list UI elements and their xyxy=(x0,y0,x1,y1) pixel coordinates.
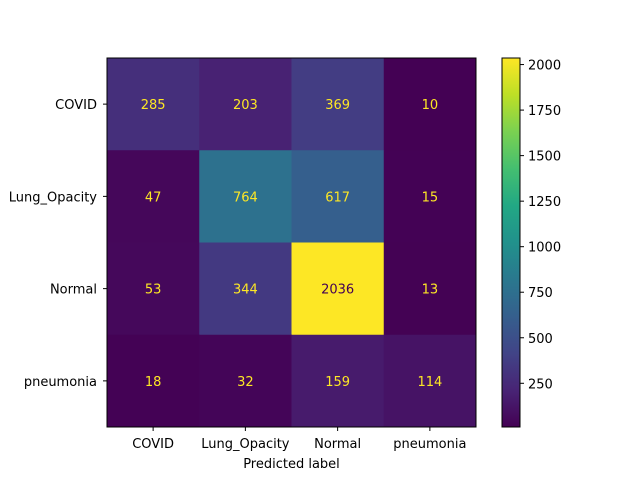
heatmap-cell xyxy=(383,334,477,428)
plot-frame xyxy=(106,57,477,428)
heatmap-cell xyxy=(199,242,292,336)
heatmap-cell xyxy=(107,242,200,336)
y-tick-label: pneumonia xyxy=(24,375,97,390)
cell-value-label: 285 xyxy=(141,98,166,113)
cell-value-label: 344 xyxy=(233,283,258,298)
heatmap-cell xyxy=(291,58,385,151)
colorbar-tick-label: 250 xyxy=(528,377,553,392)
y-tick-label: Normal xyxy=(50,283,97,298)
heatmap-cell xyxy=(383,242,477,336)
heatmap-cell xyxy=(291,150,385,243)
cell-value-label: 13 xyxy=(422,283,439,298)
x-tick-label: Normal xyxy=(314,437,361,452)
colorbar-tick-label: 2000 xyxy=(528,59,561,74)
heatmap-cell xyxy=(199,334,292,428)
colorbar-tick-label: 1750 xyxy=(528,104,561,119)
colorbar xyxy=(501,57,521,428)
x-axis-ticks: COVID Lung_Opacity Normal pneumonia xyxy=(132,427,466,452)
cell-value-label: 32 xyxy=(237,375,254,390)
heatmap-cells: 285 203 369 10 47 764 617 15 53 344 2036 13 18 32 159 1… xyxy=(107,58,477,428)
cell-value-label: 203 xyxy=(233,98,258,113)
cell-value-label: 2036 xyxy=(321,283,354,298)
cell-value-label: 15 xyxy=(422,190,439,205)
heatmap-cell xyxy=(107,58,200,151)
y-axis-ticks: COVID Lung_Opacity Normal pneumonia xyxy=(9,98,107,390)
cell-value-label: 114 xyxy=(417,375,442,390)
cell-value-label: 159 xyxy=(325,375,350,390)
x-tick-label: Lung_Opacity xyxy=(201,437,290,452)
heatmap-cell xyxy=(291,334,385,428)
cell-value-label: 764 xyxy=(233,190,258,205)
colorbar-tick-label: 1500 xyxy=(528,150,561,165)
colorbar-tick-label: 1250 xyxy=(528,195,561,210)
colorbar-tick-label: 500 xyxy=(528,332,553,347)
cell-value-label: 18 xyxy=(145,375,162,390)
heatmap-cell xyxy=(383,150,477,243)
cell-value-label: 10 xyxy=(422,98,439,113)
x-tick-label: pneumonia xyxy=(393,437,466,452)
y-tick-label: Lung_Opacity xyxy=(9,190,98,205)
heatmap-cell xyxy=(383,58,477,151)
cell-value-label: 369 xyxy=(325,98,350,113)
heatmap-cell xyxy=(199,58,292,151)
cell-value-label: 617 xyxy=(325,190,350,205)
colorbar-tick-label: 750 xyxy=(528,286,553,301)
cell-value-label: 47 xyxy=(145,190,162,205)
heatmap-cell xyxy=(107,334,200,428)
x-axis-label: Predicted label xyxy=(243,457,340,472)
colorbar-ticks: 250 500 750 1000 1250 1500 1750 2000 xyxy=(520,59,561,392)
colorbar-tick-label: 1000 xyxy=(528,241,561,256)
heatmap-cell xyxy=(107,150,200,243)
x-tick-label: COVID xyxy=(132,437,174,452)
y-tick-label: COVID xyxy=(55,98,97,113)
cell-value-label: 53 xyxy=(145,283,162,298)
heatmap-cell xyxy=(199,150,292,243)
heatmap-cell xyxy=(291,242,385,336)
